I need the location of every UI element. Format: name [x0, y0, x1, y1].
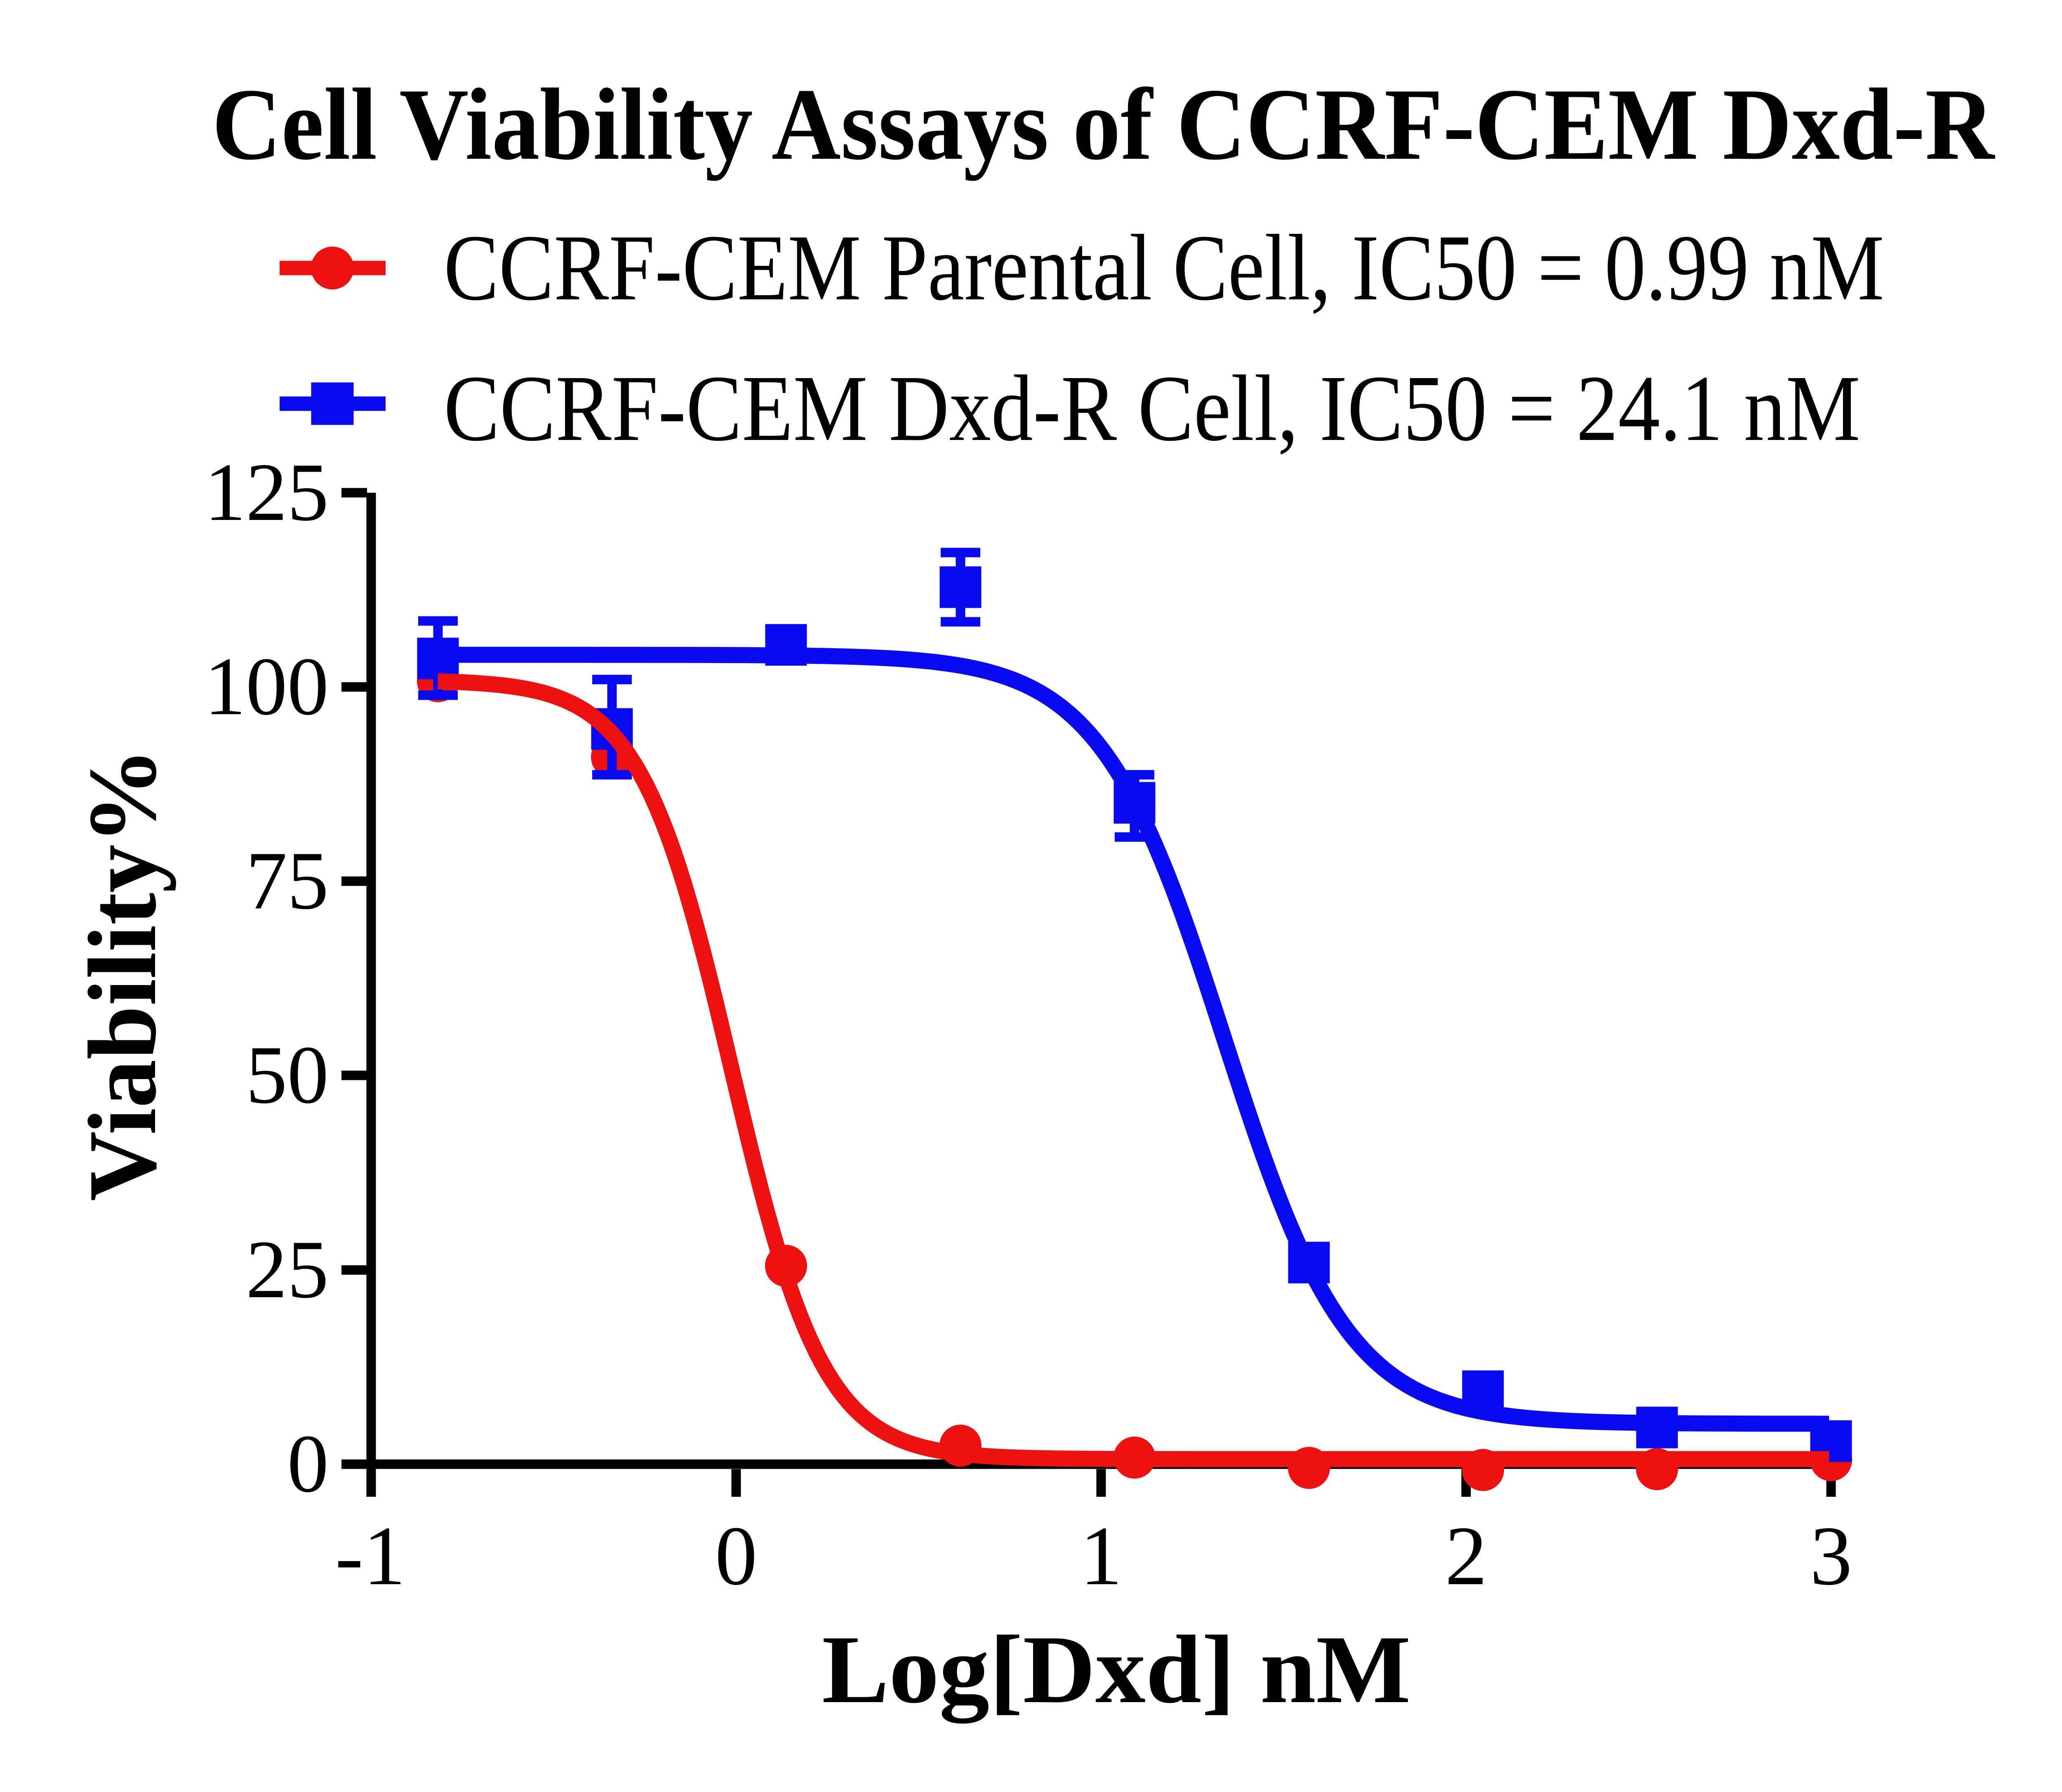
svg-text:CCRF-CEM Parental Cell, IC50 =: CCRF-CEM Parental Cell, IC50 = 0.99 nM — [444, 215, 1884, 320]
svg-text:0: 0 — [715, 1509, 758, 1603]
svg-text:100: 100 — [205, 641, 329, 732]
svg-text:1: 1 — [1080, 1509, 1123, 1603]
svg-text:0: 0 — [287, 1418, 329, 1510]
svg-text:75: 75 — [246, 835, 329, 927]
svg-text:Cell Viability Assays of CCRF-: Cell Viability Assays of CCRF-CEM Dxd-R — [212, 67, 1996, 181]
svg-text:25: 25 — [246, 1224, 329, 1315]
svg-text:Log[Dxd] nM: Log[Dxd] nM — [822, 1616, 1411, 1724]
svg-text:Viability%: Viability% — [69, 748, 177, 1201]
svg-text:2: 2 — [1445, 1509, 1488, 1603]
svg-text:3: 3 — [1810, 1509, 1853, 1603]
svg-text:50: 50 — [246, 1029, 329, 1121]
svg-text:-1: -1 — [335, 1509, 406, 1603]
svg-text:125: 125 — [205, 447, 329, 538]
svg-text:CCRF-CEM Dxd-R Cell, IC50 = 24: CCRF-CEM Dxd-R Cell, IC50 = 24.1 nM — [444, 356, 1860, 461]
